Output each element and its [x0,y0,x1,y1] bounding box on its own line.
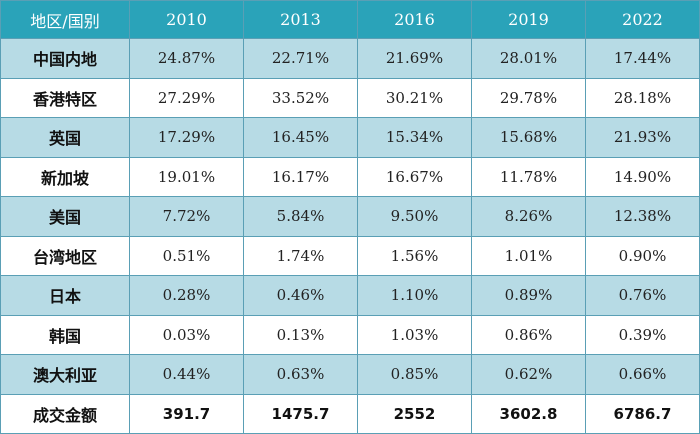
table-cell: 16.17% [243,156,358,197]
table-cell: 1.74% [243,235,358,276]
header-year-2022: 2022 [585,0,700,39]
table-cell: 0.44% [129,354,244,395]
header-region: 地区/国别 [0,0,130,39]
table-cell: 11.78% [471,156,586,197]
row-label: 澳大利亚 [0,354,130,395]
row-label: 中国内地 [0,38,130,79]
table-row: 英国 17.29% 16.45% 15.34% 15.68% 21.93% [0,117,700,158]
table-cell: 0.76% [585,275,700,316]
table-cell: 2552 [357,393,472,434]
table-cell: 5.84% [243,196,358,237]
table-row: 澳大利亚 0.44% 0.63% 0.85% 0.62% 0.66% [0,354,700,395]
table-row: 日本 0.28% 0.46% 1.10% 0.89% 0.76% [0,275,700,316]
table-cell: 8.26% [471,196,586,237]
table-cell: 0.85% [357,354,472,395]
table-cell: 1.10% [357,275,472,316]
table-cell: 17.44% [585,38,700,79]
table-row: 美国 7.72% 5.84% 9.50% 8.26% 12.38% [0,196,700,237]
table-cell: 0.89% [471,275,586,316]
table-cell: 16.67% [357,156,472,197]
table-cell: 391.7 [129,393,244,434]
table-cell: 21.93% [585,117,700,158]
row-label: 英国 [0,117,130,158]
table-cell: 15.68% [471,117,586,158]
row-label: 美国 [0,196,130,237]
table-cell: 28.18% [585,77,700,118]
table-cell: 0.03% [129,314,244,355]
table-cell: 33.52% [243,77,358,118]
header-year-2016: 2016 [357,0,472,39]
table-cell: 3602.8 [471,393,586,434]
row-label: 韩国 [0,314,130,355]
table-cell: 1.01% [471,235,586,276]
row-label: 成交金额 [0,393,130,434]
table-cell: 16.45% [243,117,358,158]
table-cell: 0.13% [243,314,358,355]
table-cell: 0.46% [243,275,358,316]
header-year-2010: 2010 [129,0,244,39]
table-row: 台湾地区 0.51% 1.74% 1.56% 1.01% 0.90% [0,235,700,276]
table-cell: 0.28% [129,275,244,316]
table-row: 韩国 0.03% 0.13% 1.03% 0.86% 0.39% [0,314,700,355]
table-cell: 24.87% [129,38,244,79]
table-row: 香港特区 27.29% 33.52% 30.21% 29.78% 28.18% [0,77,700,118]
table-cell: 29.78% [471,77,586,118]
table-cell: 1.56% [357,235,472,276]
table-cell: 17.29% [129,117,244,158]
table-cell: 6786.7 [585,393,700,434]
table-cell: 1475.7 [243,393,358,434]
table-row: 新加坡 19.01% 16.17% 16.67% 11.78% 14.90% [0,156,700,197]
table-cell: 0.90% [585,235,700,276]
table-row-total: 成交金额 391.7 1475.7 2552 3602.8 6786.7 [0,393,700,434]
table-cell: 0.62% [471,354,586,395]
table-cell: 0.39% [585,314,700,355]
table-cell: 15.34% [357,117,472,158]
table-cell: 22.71% [243,38,358,79]
table-cell: 27.29% [129,77,244,118]
table-cell: 9.50% [357,196,472,237]
table-cell: 7.72% [129,196,244,237]
table-cell: 0.63% [243,354,358,395]
table-cell: 30.21% [357,77,472,118]
table-cell: 28.01% [471,38,586,79]
table-cell: 14.90% [585,156,700,197]
table-cell: 0.66% [585,354,700,395]
header-year-2019: 2019 [471,0,586,39]
table-cell: 0.51% [129,235,244,276]
row-label: 新加坡 [0,156,130,197]
header-year-2013: 2013 [243,0,358,39]
table-cell: 0.86% [471,314,586,355]
row-label: 香港特区 [0,77,130,118]
table-cell: 12.38% [585,196,700,237]
table-cell: 21.69% [357,38,472,79]
row-label: 台湾地区 [0,235,130,276]
header-row: 地区/国别 2010 2013 2016 2019 2022 [0,0,700,39]
table-cell: 1.03% [357,314,472,355]
table-cell: 19.01% [129,156,244,197]
table-row: 中国内地 24.87% 22.71% 21.69% 28.01% 17.44% [0,38,700,79]
row-label: 日本 [0,275,130,316]
